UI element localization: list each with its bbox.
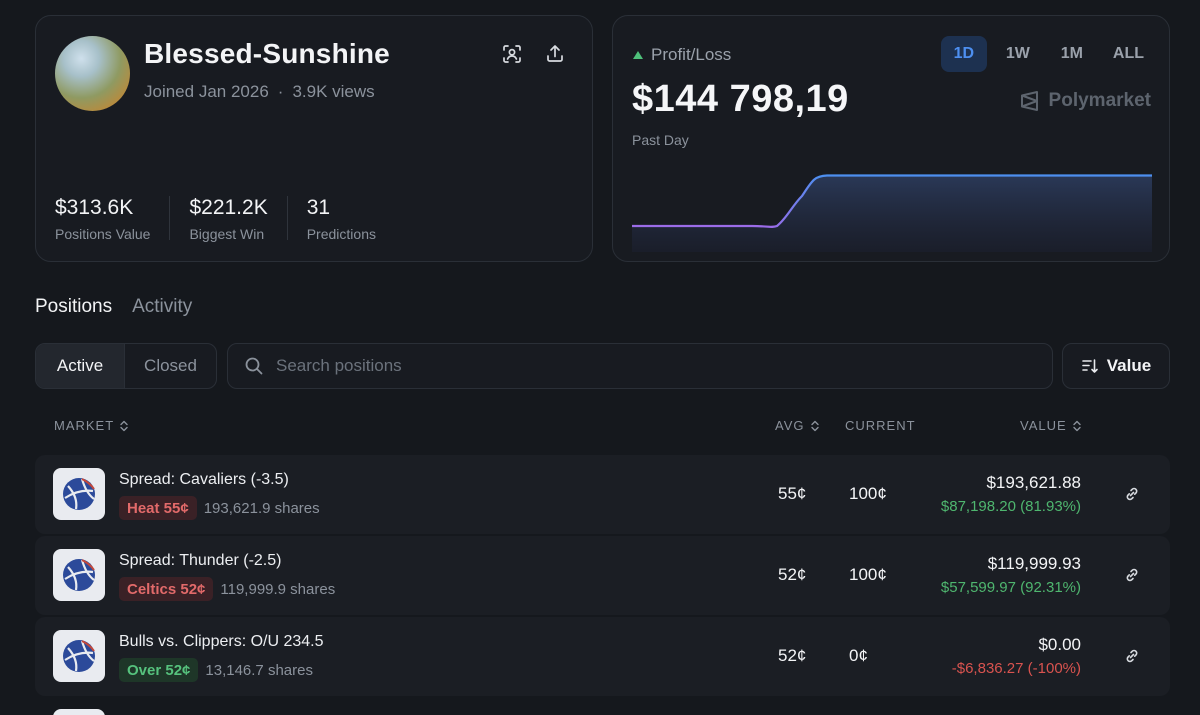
sort-button[interactable]: Value <box>1062 343 1170 389</box>
share-count: 193,621.9 shares <box>203 499 320 517</box>
position-pnl: $57,599.97 (92.31%) <box>940 579 1081 596</box>
stat-value: $221.2K <box>189 196 268 219</box>
profit-loss-card: Profit/Loss $144 798,19 Past Day 1D 1W 1… <box>612 15 1170 262</box>
sort-label: Value <box>1106 356 1152 375</box>
search-box <box>227 343 1053 389</box>
position-pnl: $87,198.20 (81.93%) <box>940 498 1081 515</box>
profile-card: Blessed-Sunshine Joined Jan 2026 · 3.9K vi… <box>35 15 593 262</box>
position-value: $119,999.93 <box>987 554 1081 573</box>
basketball-icon <box>53 468 105 520</box>
header-value-label: VALUE <box>1020 418 1067 433</box>
sort-updown-icon <box>120 420 128 431</box>
header-market-label: MARKET <box>54 418 115 433</box>
outcome-pill: Over 52¢ <box>119 658 199 682</box>
link-icon[interactable] <box>1122 484 1142 504</box>
link-icon[interactable] <box>1122 646 1142 666</box>
search-input[interactable] <box>276 356 1036 376</box>
scan-user-icon[interactable] <box>499 41 525 67</box>
market-title[interactable]: Spread: Cavaliers (-3.5) <box>119 471 289 488</box>
avatar[interactable] <box>55 36 130 111</box>
range-tab-1w[interactable]: 1W <box>1005 45 1030 62</box>
username: Blessed-Sunshine <box>144 38 390 69</box>
table-row[interactable]: Spread: Cavaliers (-3.5) Heat 55¢ 193,62… <box>35 455 1170 534</box>
market-title[interactable]: Spread: Thunder (-2.5) <box>119 552 282 569</box>
link-icon[interactable] <box>1122 565 1142 585</box>
pnl-value: $144 798,19 <box>632 78 849 120</box>
position-value: $0.00 <box>1038 635 1081 654</box>
range-tab-1m[interactable]: 1M <box>1060 45 1083 62</box>
basketball-icon <box>53 630 105 682</box>
polymarket-logo-icon <box>1020 91 1038 111</box>
header-current: CURRENT <box>845 418 916 433</box>
pnl-line <box>632 174 1152 228</box>
status-filter: Active Closed <box>35 343 217 389</box>
outcome-pill: Celtics 52¢ <box>119 577 214 601</box>
avg-price: 52¢ <box>778 646 807 665</box>
joined-date: Joined Jan 2026 <box>144 82 269 101</box>
stat-value: $313.6K <box>55 196 134 219</box>
tab-positions[interactable]: Positions <box>35 296 113 317</box>
pnl-period: Past Day <box>632 132 689 148</box>
header-current-label: CURRENT <box>845 418 916 433</box>
range-tab-1d[interactable]: 1D <box>940 36 987 72</box>
sort-updown-icon <box>1072 420 1081 431</box>
share-icon[interactable] <box>542 41 568 67</box>
table-row[interactable]: Bulls vs. Clippers: O/U 234.5 Over 52¢ 1… <box>35 617 1170 696</box>
sort-updown-icon <box>810 420 819 431</box>
filter-closed-button[interactable]: Closed <box>144 356 197 375</box>
position-detail: Celtics 52¢ 119,999.9 shares <box>119 577 335 601</box>
header-market[interactable]: MARKET <box>54 418 129 433</box>
basketball-icon <box>53 549 105 601</box>
share-count: 13,146.7 shares <box>205 661 313 679</box>
main-tabs: Positions Activity <box>35 296 192 318</box>
position-detail: Over 52¢ 13,146.7 shares <box>119 658 313 682</box>
stat-positions-value: $313.6K Positions Value <box>55 196 171 242</box>
view-count: 3.9K views <box>292 82 375 101</box>
stat-label: Positions Value <box>55 226 151 242</box>
range-tab-all[interactable]: ALL <box>1112 45 1144 62</box>
share-count: 119,999.9 shares <box>220 580 336 598</box>
pnl-area <box>632 175 1152 252</box>
header-avg[interactable]: AVG <box>775 418 820 433</box>
stat-value: 31 <box>306 196 331 219</box>
outcome-pill: Heat 55¢ <box>119 496 197 520</box>
filter-active-button[interactable]: Active <box>36 344 126 388</box>
position-detail: Heat 55¢ 193,621.9 shares <box>119 496 320 520</box>
stat-predictions: 31 Predictions <box>306 196 395 242</box>
stat-label: Predictions <box>306 226 376 242</box>
search-icon <box>245 357 263 375</box>
brand-name: Polymarket <box>1048 90 1151 111</box>
tab-activity[interactable]: Activity <box>132 296 193 317</box>
market-title[interactable]: Bulls vs. Clippers: O/U 234.5 <box>119 633 324 650</box>
position-pnl: -$6,836.27 (-100%) <box>951 660 1081 677</box>
sort-icon <box>1081 359 1098 373</box>
brand: Polymarket <box>1019 90 1151 112</box>
range-tabs: 1D 1W 1M ALL <box>940 36 1154 72</box>
pnl-chart <box>632 174 1152 252</box>
stat-label: Biggest Win <box>189 226 265 242</box>
next-row-icon-peek <box>53 709 105 715</box>
current-price: 100¢ <box>849 565 887 584</box>
current-price: 0¢ <box>849 646 868 665</box>
meta-separator: · <box>277 82 284 101</box>
header-avg-label: AVG <box>775 418 805 433</box>
stat-biggest-win: $221.2K Biggest Win <box>189 196 288 242</box>
profile-meta: Joined Jan 2026 · 3.9K views <box>144 82 375 102</box>
current-price: 100¢ <box>849 484 887 503</box>
table-row[interactable]: Spread: Thunder (-2.5) Celtics 52¢ 119,9… <box>35 536 1170 615</box>
header-value[interactable]: VALUE <box>1020 418 1082 433</box>
pnl-label-text: Profit/Loss <box>651 45 732 64</box>
avg-price: 55¢ <box>778 484 807 503</box>
position-value: $193,621.88 <box>986 473 1081 492</box>
pnl-label: Profit/Loss <box>633 45 731 65</box>
avg-price: 52¢ <box>778 565 807 584</box>
triangle-up-icon <box>633 51 643 59</box>
profile-stats: $313.6K Positions Value $221.2K Biggest … <box>55 196 414 242</box>
